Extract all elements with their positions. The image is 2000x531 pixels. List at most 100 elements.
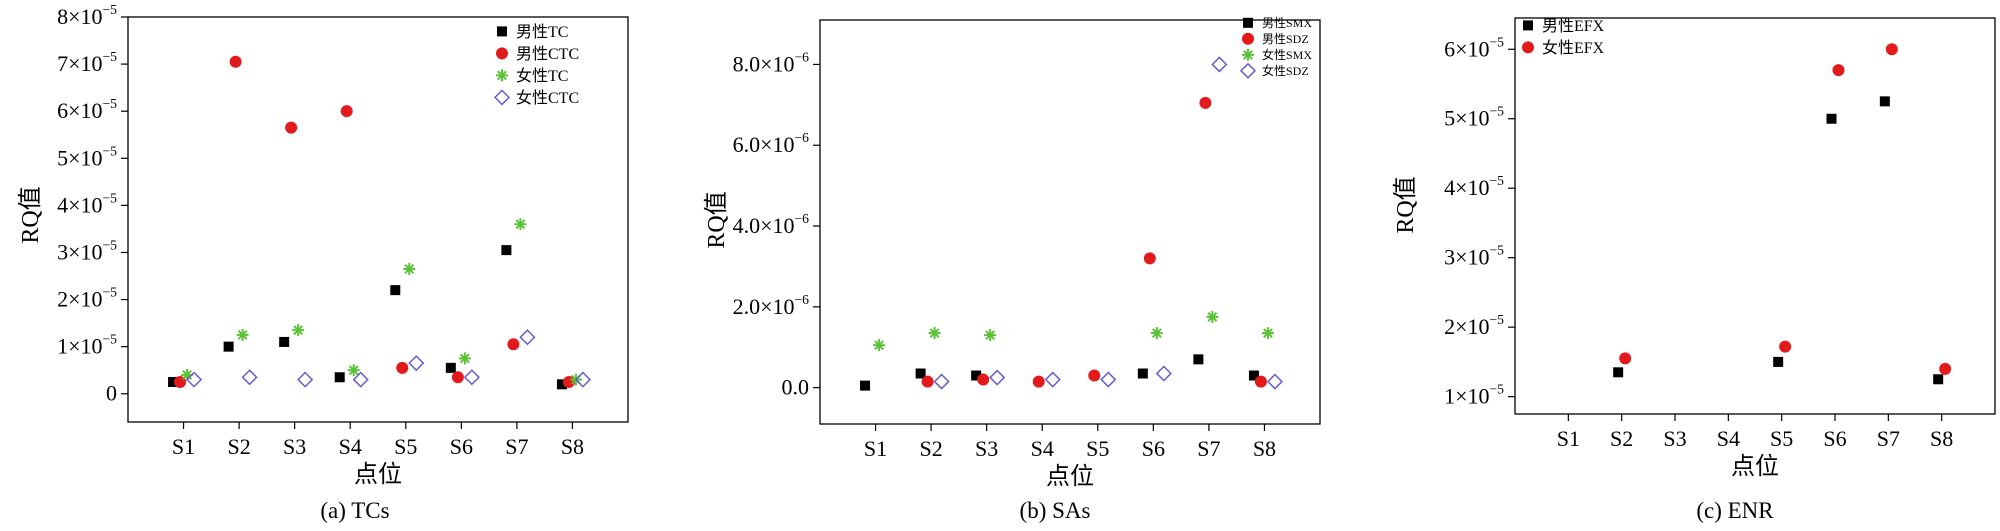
point-ctc-s5 <box>396 361 409 374</box>
point-ctc-s8 <box>574 371 592 388</box>
point-smx-s6 <box>1150 327 1163 340</box>
y-tick-label: 6×10−5 <box>57 96 117 123</box>
point-sdz-s3 <box>977 373 990 386</box>
point-tc-s5 <box>390 285 401 296</box>
point-tc-s6 <box>445 362 456 373</box>
legend-marker-sdz <box>1239 62 1257 79</box>
y-tick-label: 7×10−5 <box>57 49 117 76</box>
point-tc-s8 <box>556 379 567 390</box>
y-tick-label: 1×10−5 <box>1444 382 1504 409</box>
point-tc-s3 <box>292 324 305 337</box>
y-axis-label: RQ值 <box>17 186 44 243</box>
point-tc-s3 <box>279 336 290 347</box>
point-smx-s8 <box>1261 327 1274 340</box>
point-ctc-s5 <box>408 355 425 372</box>
y-tick-label: 0 <box>106 381 117 406</box>
y-tick-label: 8×10−5 <box>57 2 117 29</box>
legend: 男性TC 男性CTC 女性TC 女性CTC <box>493 23 579 107</box>
x-tick-label: S6 <box>450 434 473 459</box>
point-ctc-s6 <box>451 371 464 384</box>
point-efx-s2 <box>1619 352 1632 365</box>
x-tick-label: S6 <box>1823 426 1846 451</box>
point-sdz-s5 <box>1088 369 1101 382</box>
panel-sas: 0.0 2.0×10−6 4.0×10−6 6.0×10−6 8.0×10−6 S1 S2 S… <box>703 16 1321 523</box>
plot-frame <box>127 16 629 423</box>
x-tick-label: S2 <box>1610 426 1633 451</box>
point-sdz-s7 <box>1199 96 1212 109</box>
x-tick-label: S2 <box>227 434 250 459</box>
legend-marker-ctc <box>496 47 508 60</box>
point-tc-s1 <box>168 376 179 387</box>
x-tick-label: S8 <box>561 434 584 459</box>
panel-caption: (b) SAs <box>1020 498 1091 523</box>
x-tick-label: S4 <box>1717 426 1740 451</box>
legend-marker-efx <box>1522 41 1534 54</box>
legend-marker-tc <box>496 69 508 82</box>
y-tick-label: 4.0×10−6 <box>733 211 810 238</box>
point-ctc-s3 <box>297 371 314 388</box>
y-tick-label: 8.0×10−6 <box>733 49 810 76</box>
point-sdz-s7 <box>1211 56 1228 73</box>
point-ctc-s1 <box>185 371 203 388</box>
panel-tcs: 0 1×10−5 2×10−5 3×10−5 4×10−5 5×10−5 6×10−5 7×1… <box>17 2 629 523</box>
y-tick-label: 6×10−5 <box>1444 34 1504 61</box>
y-tick-label: 0.0 <box>782 375 810 400</box>
point-sdz-s4 <box>1032 375 1045 388</box>
point-tc-s2 <box>223 341 234 352</box>
point-smx-s3 <box>971 370 982 381</box>
plot-frame <box>819 19 1321 425</box>
point-sdz-s2 <box>921 375 934 388</box>
x-tick-label: S5 <box>394 434 417 459</box>
point-efx-s7 <box>1879 96 1890 107</box>
x-tick-label: S2 <box>919 436 942 461</box>
x-tick-label: S8 <box>1253 436 1276 461</box>
legend-label: 男性CTC <box>516 45 579 63</box>
point-smx-s8 <box>1248 370 1259 381</box>
legend-label: 女性TC <box>516 66 568 85</box>
point-sdz-s4 <box>1044 371 1061 388</box>
legend-label: 女性SDZ <box>1262 63 1309 78</box>
x-tick-label: S7 <box>1197 436 1220 461</box>
y-tick-label: 3×10−5 <box>57 237 117 264</box>
point-efx-s5 <box>1773 356 1784 367</box>
legend-marker-ctc <box>493 89 511 106</box>
x-tick-label: S3 <box>283 434 306 459</box>
point-efx-s2 <box>1613 367 1624 378</box>
y-tick-label: 1×10−5 <box>57 332 117 359</box>
point-sdz-s2 <box>933 373 950 390</box>
y-tick-label: 4×10−5 <box>1444 173 1504 200</box>
point-efx-s6 <box>1832 64 1845 77</box>
point-efx-s7 <box>1885 43 1898 56</box>
y-axis-label: RQ值 <box>1392 176 1419 233</box>
legend-marker-smx <box>1242 48 1254 61</box>
point-ctc-s2 <box>241 369 258 386</box>
x-tick-label: S7 <box>1877 426 1900 451</box>
point-smx-s6 <box>1137 368 1148 379</box>
x-tick-label: S4 <box>339 434 362 459</box>
point-tc-s7 <box>501 245 512 256</box>
x-tick-label: S6 <box>1142 436 1165 461</box>
point-smx-s2 <box>915 368 926 379</box>
legend-label: 女性CTC <box>516 88 579 107</box>
point-smx-s3 <box>984 329 997 342</box>
legend-marker-smx <box>1243 17 1253 28</box>
x-tick-label: S5 <box>1086 436 1109 461</box>
point-sdz-s8 <box>1254 375 1267 388</box>
panel-enr: 1×10−5 2×10−5 3×10−5 4×10−5 5×10−5 6×10−5 S1 S2… <box>1392 17 1996 523</box>
y-tick-label: 2.0×10−6 <box>733 292 810 319</box>
panel-caption: (a) TCs <box>320 498 389 523</box>
x-tick-label: S3 <box>1663 426 1686 451</box>
x-axis-label: 点位 <box>1731 453 1779 480</box>
point-sdz-s6 <box>1155 365 1172 382</box>
x-tick-label: S1 <box>172 434 195 459</box>
panel-caption: (c) ENR <box>1696 498 1774 523</box>
y-tick-label: 5×10−5 <box>1444 104 1504 131</box>
legend-marker-efx <box>1523 20 1533 31</box>
point-smx-s1 <box>860 380 871 391</box>
point-ctc-s3 <box>285 121 298 134</box>
legend-label: 男性SMX <box>1262 16 1312 30</box>
legend-label: 女性EFX <box>1542 38 1605 57</box>
y-tick-label: 3×10−5 <box>1444 243 1504 270</box>
